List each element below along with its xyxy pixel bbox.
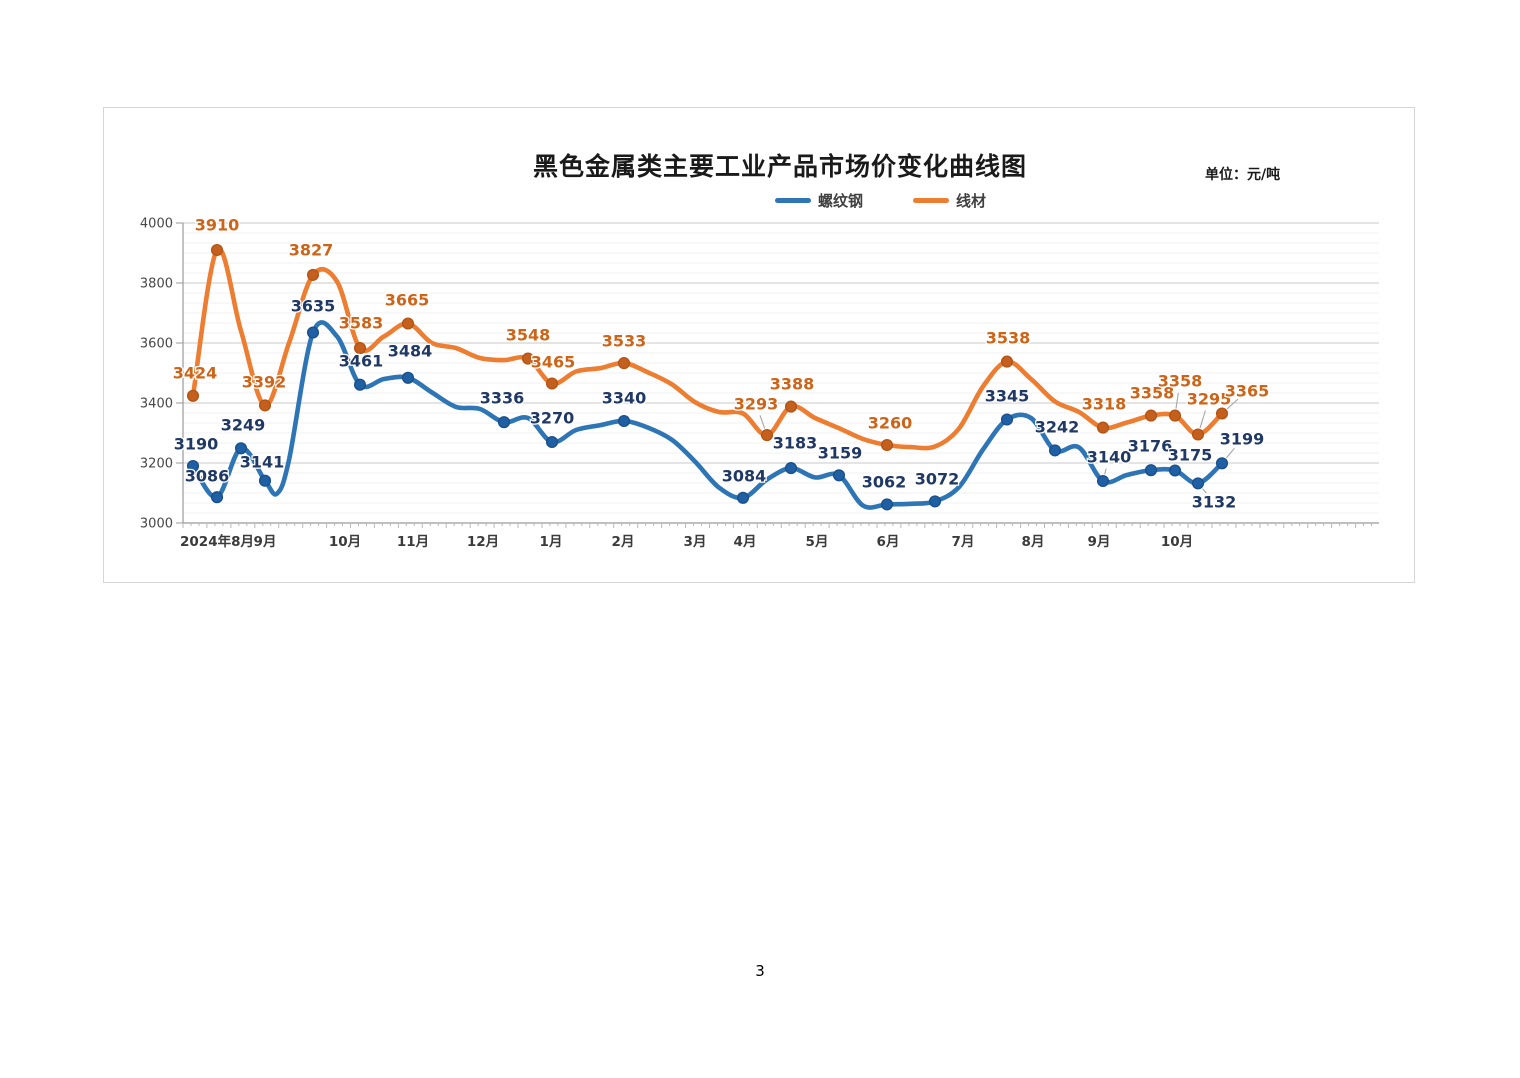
svg-text:3176: 3176	[1128, 437, 1173, 456]
svg-text:3538: 3538	[986, 329, 1031, 348]
svg-text:3199: 3199	[1220, 430, 1265, 449]
svg-text:3293: 3293	[734, 395, 779, 414]
svg-text:3242: 3242	[1035, 418, 1080, 437]
svg-text:11月: 11月	[397, 534, 429, 550]
svg-text:3249: 3249	[221, 416, 266, 435]
svg-text:3336: 3336	[480, 389, 525, 408]
svg-text:5月: 5月	[806, 534, 829, 550]
svg-text:3910: 3910	[195, 216, 240, 235]
svg-text:1月: 1月	[540, 534, 563, 550]
svg-text:3392: 3392	[242, 373, 287, 392]
svg-text:3159: 3159	[818, 444, 863, 463]
legend-label-wire: 线材	[956, 191, 987, 210]
svg-text:3533: 3533	[602, 332, 647, 351]
svg-text:3月: 3月	[684, 534, 707, 550]
svg-text:10月: 10月	[329, 534, 361, 550]
svg-text:4月: 4月	[734, 534, 757, 550]
svg-text:3583: 3583	[339, 314, 384, 333]
svg-text:2024年8月: 2024年8月	[180, 533, 254, 550]
svg-text:7月: 7月	[952, 534, 975, 550]
svg-text:3827: 3827	[289, 241, 334, 260]
svg-text:3084: 3084	[722, 467, 767, 486]
svg-text:3183: 3183	[773, 434, 818, 453]
svg-text:2月: 2月	[612, 534, 635, 550]
svg-text:3388: 3388	[770, 375, 815, 394]
svg-text:3140: 3140	[1087, 448, 1132, 467]
svg-text:3358: 3358	[1130, 384, 1175, 403]
svg-text:3295: 3295	[1187, 390, 1232, 409]
svg-text:9月: 9月	[1088, 534, 1111, 550]
svg-text:4000: 4000	[140, 217, 173, 232]
svg-text:3484: 3484	[388, 342, 433, 361]
svg-text:3132: 3132	[1192, 493, 1237, 512]
svg-text:3358: 3358	[1158, 372, 1203, 391]
svg-text:3800: 3800	[140, 277, 173, 292]
page-number: 3	[755, 962, 765, 980]
chart-frame	[103, 107, 1415, 583]
svg-text:3260: 3260	[868, 414, 913, 433]
svg-text:3062: 3062	[862, 473, 907, 492]
svg-text:6月: 6月	[877, 534, 900, 550]
svg-text:3465: 3465	[531, 353, 576, 372]
svg-text:3635: 3635	[291, 297, 336, 316]
svg-text:3340: 3340	[602, 389, 647, 408]
svg-text:3086: 3086	[185, 467, 230, 486]
svg-text:3190: 3190	[174, 435, 219, 454]
svg-text:3270: 3270	[530, 409, 575, 428]
svg-text:3318: 3318	[1082, 395, 1127, 414]
svg-text:3072: 3072	[915, 470, 960, 489]
svg-text:10月: 10月	[1161, 534, 1193, 550]
legend-item-wire: 线材	[913, 190, 986, 211]
svg-text:3000: 3000	[140, 517, 173, 532]
svg-text:3175: 3175	[1168, 446, 1213, 465]
svg-text:3141: 3141	[240, 453, 285, 472]
svg-text:3200: 3200	[140, 457, 173, 472]
svg-text:3548: 3548	[506, 326, 551, 345]
svg-text:3461: 3461	[339, 352, 384, 371]
svg-text:9月: 9月	[254, 534, 277, 550]
legend-label-rebar: 螺纹钢	[818, 191, 864, 210]
svg-text:3365: 3365	[1225, 382, 1270, 401]
svg-text:3665: 3665	[385, 291, 430, 310]
svg-text:3424: 3424	[173, 364, 218, 383]
legend-item-rebar: 螺纹钢	[775, 190, 863, 211]
rebar-line-swatch-icon	[775, 197, 811, 203]
chart-legend: 螺纹钢 线材	[775, 190, 986, 210]
chart-title: 黑色金属类主要工业产品市场价变化曲线图	[532, 152, 1027, 181]
svg-text:3345: 3345	[985, 387, 1030, 406]
svg-text:8月: 8月	[1022, 534, 1045, 550]
svg-text:12月: 12月	[467, 534, 499, 550]
svg-text:3400: 3400	[140, 397, 173, 412]
unit-label: 单位：元/吨	[1205, 167, 1281, 183]
svg-text:3600: 3600	[140, 337, 173, 352]
wire-line-swatch-icon	[913, 197, 950, 203]
